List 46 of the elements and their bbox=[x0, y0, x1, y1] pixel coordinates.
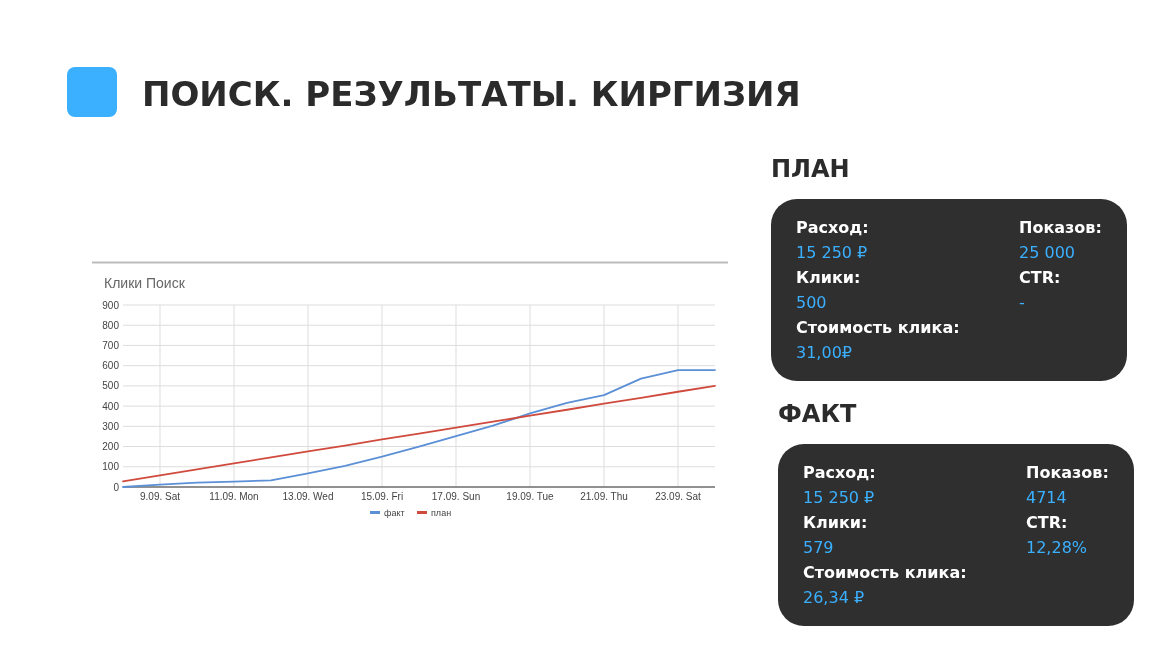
y-tick-label: 700 bbox=[102, 339, 120, 351]
y-tick-label: 100 bbox=[102, 461, 120, 473]
text: 15 250 ₽ bbox=[796, 243, 868, 262]
chart-title: Клики Поиск bbox=[104, 275, 186, 291]
text: ПЛАН bbox=[771, 155, 850, 183]
x-tick-label: 13.09. Wed bbox=[282, 491, 334, 502]
x-tick-label: 19.09. Tue bbox=[506, 491, 555, 502]
legend-label: план bbox=[431, 508, 452, 518]
y-tick-label: 500 bbox=[102, 380, 120, 392]
x-tick-label: 15.09. Fri bbox=[360, 491, 404, 502]
text: Показов: bbox=[1026, 463, 1109, 482]
text: 500 bbox=[796, 293, 827, 312]
text: CTR: bbox=[1026, 513, 1068, 532]
x-tick-label: 21.09. Thu bbox=[580, 491, 628, 502]
x-tick-label: 11.09. Mon bbox=[209, 491, 259, 502]
text: - bbox=[1019, 293, 1025, 312]
text: Клики: bbox=[796, 268, 861, 287]
text: 25 000 bbox=[1019, 243, 1075, 262]
line-series bbox=[122, 369, 716, 488]
line-series bbox=[122, 384, 716, 483]
text: Клики: bbox=[803, 513, 868, 532]
text: 26,34 ₽ bbox=[803, 588, 865, 607]
text: 15 250 ₽ bbox=[803, 488, 875, 507]
x-tick-label: 23.09. Sat bbox=[655, 491, 702, 502]
y-tick-label: 800 bbox=[102, 319, 120, 331]
text: Показов: bbox=[1019, 218, 1102, 237]
x-tick-label: 17.09. Sun bbox=[431, 491, 481, 502]
text: Расход: bbox=[803, 463, 876, 482]
text: Расход: bbox=[796, 218, 869, 237]
y-tick-label: 400 bbox=[102, 400, 120, 412]
text: 31,00₽ bbox=[796, 343, 852, 362]
y-tick-label: 0 bbox=[113, 481, 120, 493]
y-tick-label: 300 bbox=[102, 420, 120, 432]
text: Стоимость клика: bbox=[803, 563, 967, 582]
text: ПОИСК. РЕЗУЛЬТАТЫ. КИРГИЗИЯ bbox=[142, 74, 801, 114]
y-tick-label: 200 bbox=[102, 441, 120, 453]
text: Стоимость клика: bbox=[796, 318, 960, 337]
text: CTR: bbox=[1019, 268, 1061, 287]
text: 12,28% bbox=[1026, 538, 1088, 557]
y-tick-label: 900 bbox=[102, 299, 120, 311]
x-tick-label: 9.09. Sat bbox=[139, 491, 181, 502]
text: 4714 bbox=[1026, 488, 1067, 507]
text: ФАКТ bbox=[778, 400, 857, 428]
y-tick-label: 600 bbox=[102, 360, 120, 372]
text: 579 bbox=[803, 538, 834, 557]
legend-label: факт bbox=[384, 508, 405, 518]
